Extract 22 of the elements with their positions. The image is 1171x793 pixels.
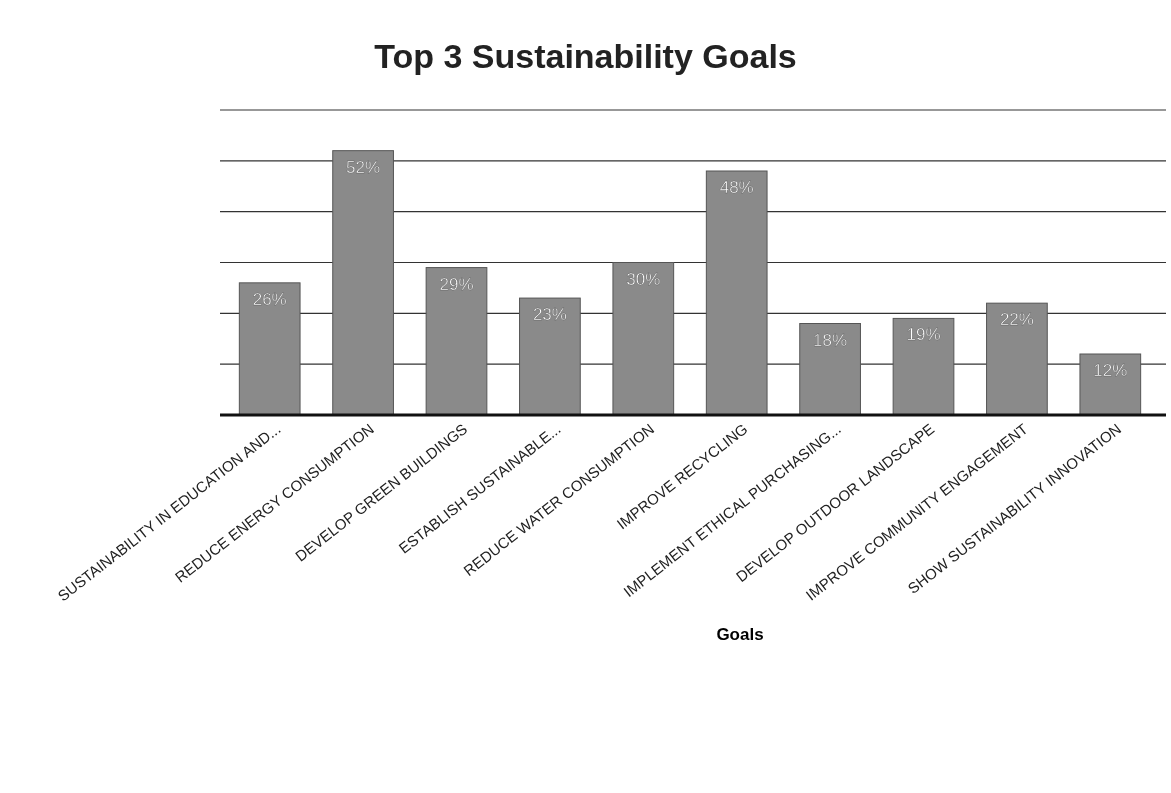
data-label: 23%	[532, 305, 567, 325]
bar	[612, 262, 675, 416]
data-label: 52%	[346, 157, 381, 177]
bar	[332, 150, 394, 416]
bar	[705, 170, 768, 416]
data-label: 22%	[999, 310, 1034, 330]
x-axis-title: Goals	[716, 625, 764, 644]
data-label: 26%	[252, 289, 287, 309]
chart-title: Top 3 Sustainability Goals	[374, 37, 797, 75]
data-label: 30%	[626, 269, 661, 289]
bar	[892, 317, 955, 416]
bar	[425, 267, 488, 416]
bar	[1079, 353, 1142, 416]
bar	[238, 282, 301, 416]
bar	[519, 297, 581, 416]
data-label: 19%	[906, 325, 941, 345]
data-label: 12%	[1093, 361, 1128, 380]
data-label: 18%	[813, 330, 848, 350]
data-label: 29%	[439, 274, 474, 294]
bar	[799, 323, 861, 416]
data-label: 48%	[719, 178, 754, 197]
bar	[986, 302, 1048, 416]
